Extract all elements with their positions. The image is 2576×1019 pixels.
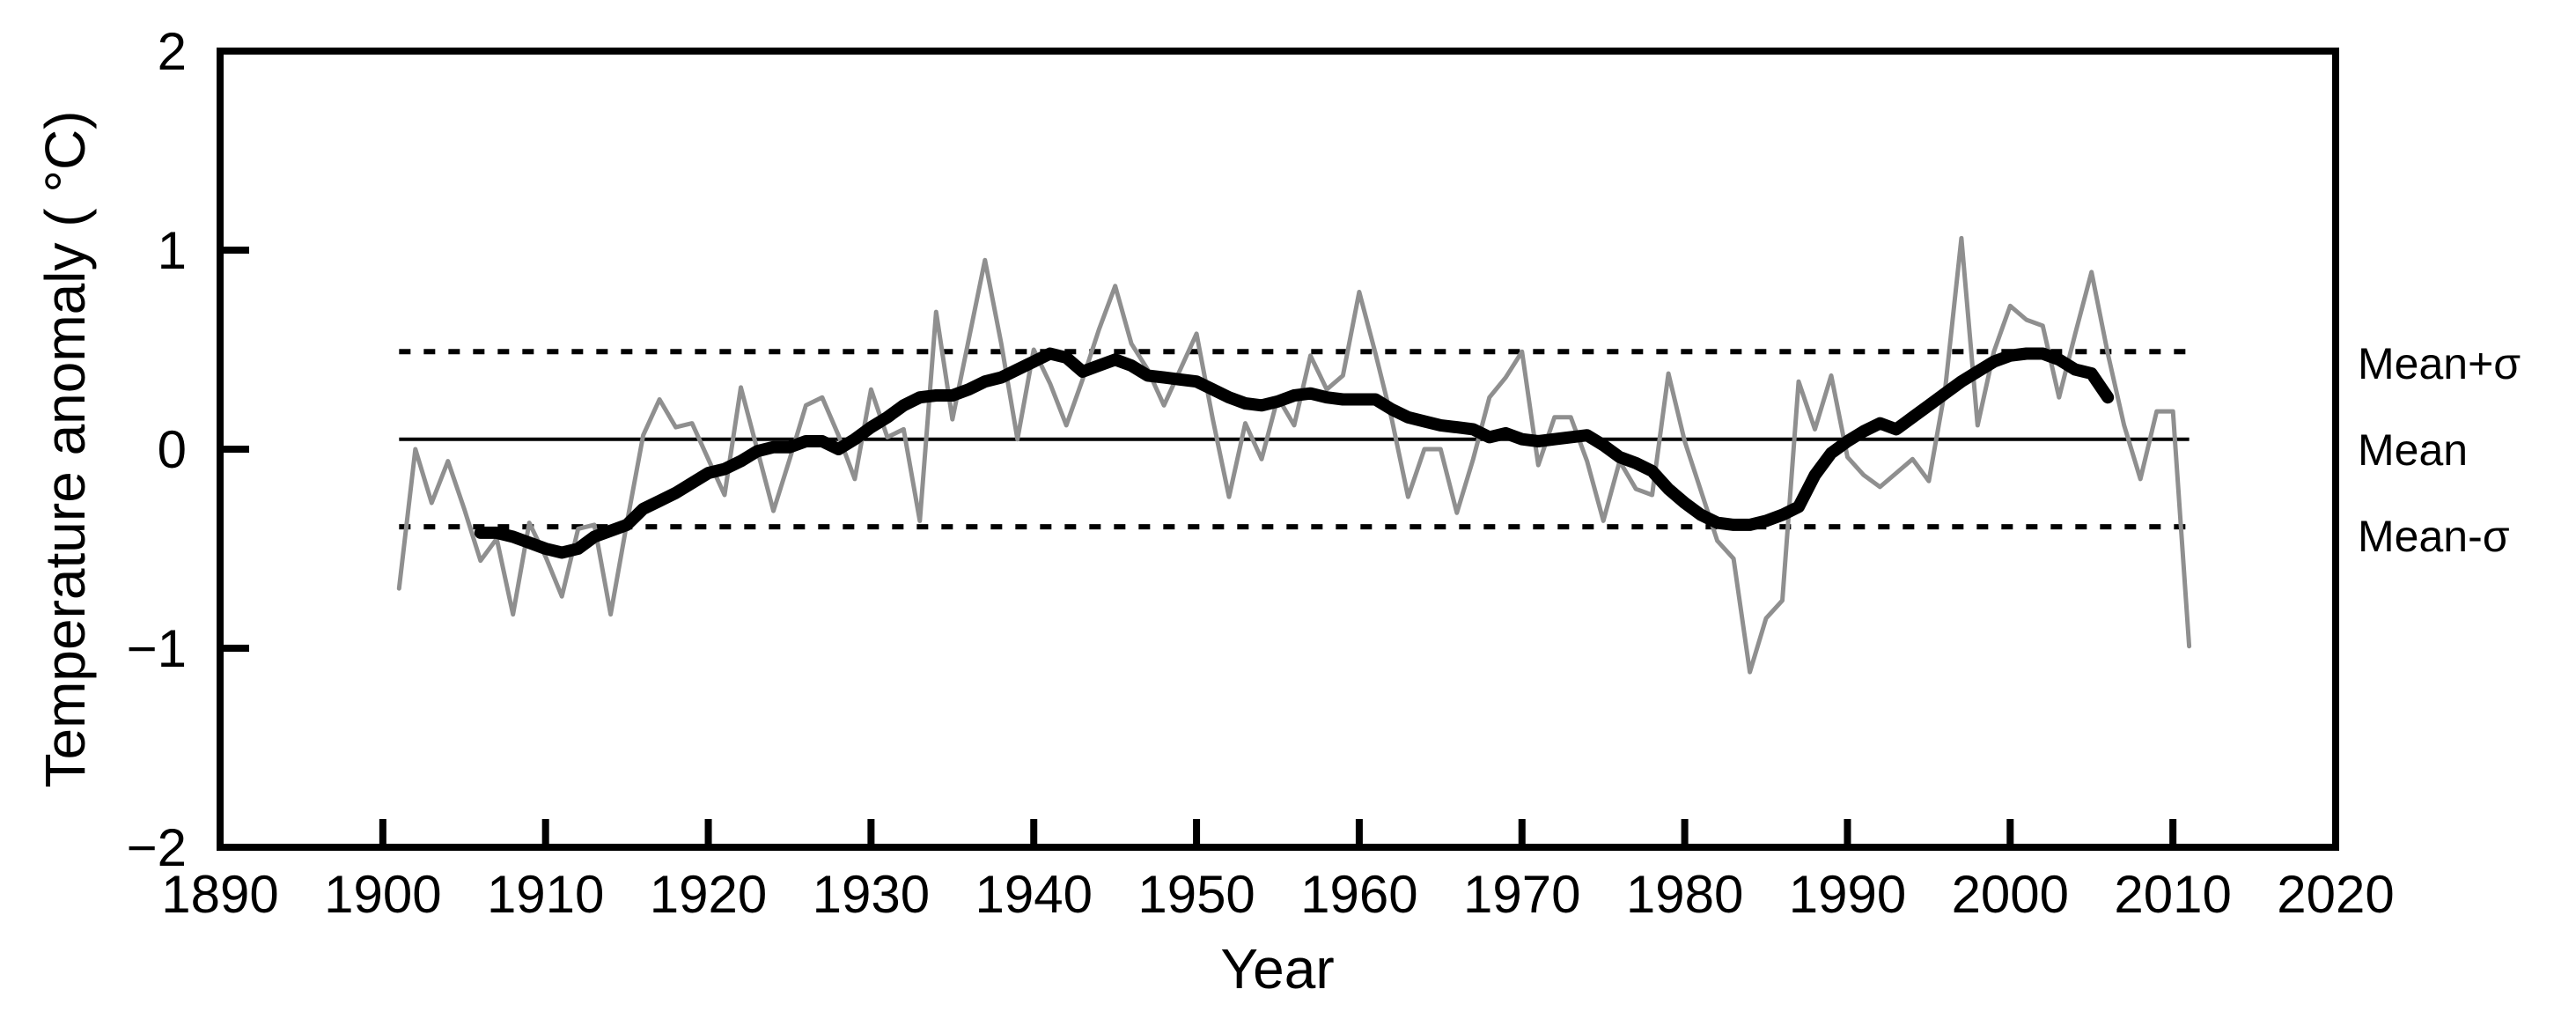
x-axis-title: Year [1220,937,1334,1001]
x-tick-label: 1980 [1626,865,1743,924]
x-tick-label: 2000 [1952,865,2069,924]
y-axis-title: Temperature anomaly ( °C) [33,111,97,788]
y-tick-label: −1 [127,619,187,678]
label-mean-plus-sigma: Mean+σ [2358,339,2521,388]
x-tick-label: 1920 [650,865,767,924]
y-tick-label: 0 [158,420,187,479]
x-tick-label: 1930 [813,865,930,924]
x-tick-label: 1890 [161,865,278,924]
x-tick-label: 1910 [487,865,604,924]
x-tick-label: 1970 [1463,865,1580,924]
y-tick-label: 1 [158,221,187,280]
smoothed-temperature-anomaly-line [474,347,2115,559]
x-tick-label: 1960 [1300,865,1417,924]
label-mean: Mean [2358,425,2468,475]
x-tick-label: 1900 [324,865,441,924]
plot-border [217,48,2339,851]
annual-temperature-anomaly-line [396,235,2192,675]
x-tick-label: 1990 [1789,865,1906,924]
y-tick-label: −2 [127,818,187,877]
x-tick-label: 2010 [2114,865,2231,924]
x-tick-label: 1940 [975,865,1092,924]
x-tick-label: 2020 [2277,865,2394,924]
x-tick-label: 1950 [1137,865,1255,924]
y-tick-label: 2 [158,22,187,81]
label-mean-minus-sigma: Mean-σ [2358,512,2510,561]
